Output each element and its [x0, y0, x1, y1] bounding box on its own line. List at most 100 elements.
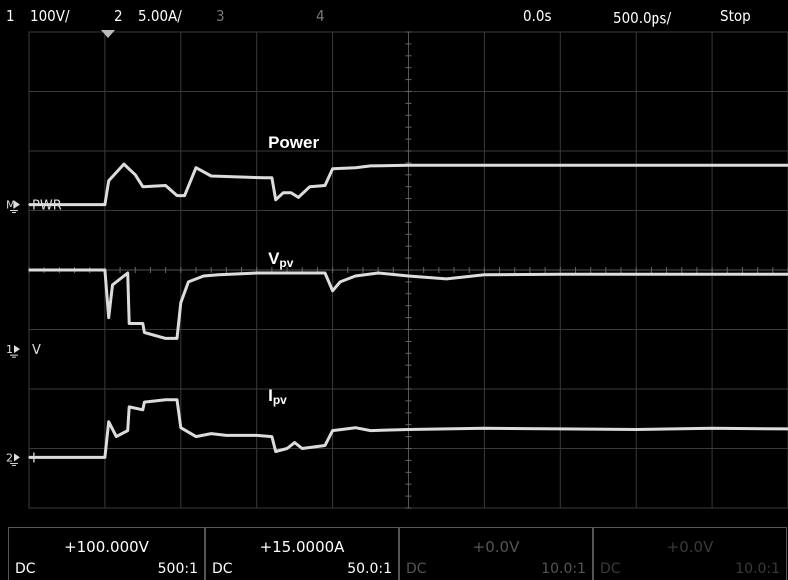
trace-point [286, 447, 288, 450]
trace-point [210, 175, 212, 177]
trace-point [301, 447, 304, 450]
ch3-coupling: DC [406, 561, 427, 577]
trace-point [126, 272, 129, 274]
waveform-traces [28, 162, 788, 459]
trace-point [559, 164, 562, 167]
ch2-probe: 50.0:1 [347, 561, 392, 577]
trace-point [369, 165, 372, 167]
trace-point [271, 435, 273, 438]
ch2-marker-arrow-icon [14, 453, 20, 462]
trace-label-subscript: pv [273, 393, 287, 407]
trace-point [354, 166, 357, 169]
trace-point [164, 398, 167, 401]
trace-point [483, 164, 486, 167]
trace-point [711, 164, 713, 167]
trace-point [263, 176, 266, 179]
trace-point [274, 198, 277, 201]
trace-point [369, 429, 372, 432]
trace-point [309, 185, 311, 188]
trace-label-text: V [268, 249, 280, 268]
trace-point [195, 166, 197, 169]
ch4-probe: 10.0:1 [735, 561, 780, 577]
trace-point [104, 269, 106, 271]
ch2-offset: +15.0000A [259, 538, 345, 556]
trace-point [407, 164, 410, 167]
trace-point [180, 426, 182, 429]
trace-point [255, 434, 258, 437]
trace-point [274, 450, 277, 453]
ch2-settings[interactable]: +15.0000A DC 50.0:1 [205, 527, 399, 580]
channel-settings-bar: +100.000V DC 500:1 +15.0000A DC 50.0:1 +… [0, 510, 788, 580]
waveform-display[interactable]: Power Vpv Ipv M PWR 1 V 2 I [0, 30, 788, 510]
trace-point [483, 273, 486, 276]
trace-point [635, 273, 637, 275]
math-marker-number: M [6, 199, 16, 212]
trace-label: Ipv [268, 386, 287, 407]
ch2-marker-label: I [32, 451, 36, 466]
trace-point [107, 316, 110, 319]
trace-i [29, 398, 788, 459]
trace-point [635, 428, 637, 431]
ch1-number[interactable]: 1 [6, 7, 15, 25]
channel-markers: M PWR 1 V 2 I [6, 199, 62, 467]
trace-label-text: I [268, 386, 273, 405]
trace-point [293, 441, 296, 444]
math-marker-arrow-icon [14, 200, 20, 209]
trace-point [559, 273, 562, 275]
trace-point [210, 432, 212, 435]
trace-point [180, 301, 182, 304]
math-marker-label: PWR [32, 199, 62, 214]
graticule-grid [28, 31, 788, 509]
ch3-offset: +0.0V [472, 538, 520, 556]
trace-point [107, 420, 110, 423]
trace-point [711, 273, 713, 275]
trace-point [324, 444, 326, 447]
trace-point [331, 168, 334, 170]
trace-point [297, 196, 300, 199]
trace-point [255, 272, 258, 274]
trace-point [331, 429, 334, 432]
ch4-settings[interactable]: +0.0V DC 10.0:1 [593, 527, 787, 580]
ch2-coupling: DC [212, 561, 233, 577]
ch3-settings[interactable]: +0.0V DC 10.0:1 [399, 527, 593, 580]
ch4-number[interactable]: 4 [316, 7, 325, 25]
ch1-scale[interactable]: 100V/ [30, 7, 70, 25]
trace-point [445, 278, 448, 280]
trace-point [126, 429, 129, 432]
trigger-position-icon[interactable] [101, 30, 115, 38]
trace-point [711, 427, 713, 430]
ch1-settings[interactable]: +100.000V DC 500:1 [8, 527, 205, 580]
ch3-number[interactable]: 3 [216, 7, 225, 25]
trace-point [324, 184, 326, 187]
trace-point [123, 163, 125, 165]
trace-point [202, 275, 205, 277]
trace-power [29, 162, 788, 207]
ch1-marker-label: V [32, 343, 41, 358]
trace-point [128, 322, 130, 325]
status-bar: 1 100V/ 2 5.00A/ 3 4 0.0s 500.0㎰/ Stop [0, 0, 788, 30]
trace-point [107, 179, 110, 182]
ch2-marker-number: 2 [6, 451, 13, 464]
trace-point [217, 273, 220, 276]
trace-point [28, 456, 30, 459]
run-state[interactable]: Stop [720, 7, 751, 25]
trace-point [142, 409, 144, 411]
trace-point [354, 275, 357, 277]
ch4-offset: +0.0V [666, 538, 714, 556]
trace-point [354, 426, 357, 429]
trace-point [176, 398, 178, 401]
trace-point [164, 184, 167, 187]
trace-point [143, 331, 146, 334]
trace-point [271, 176, 273, 179]
ch2-number[interactable]: 2 [114, 7, 123, 25]
trace-point [28, 203, 30, 206]
trace-point [339, 281, 341, 283]
trace-point [483, 427, 486, 430]
trace-label: Vpv [268, 249, 294, 270]
ch2-scale[interactable]: 5.00A/ [138, 7, 182, 25]
trace-point [115, 435, 118, 438]
horizontal-delay[interactable]: 0.0s [523, 7, 552, 25]
timebase[interactable]: 500.0㎰/ [613, 9, 672, 27]
trace-point [176, 194, 178, 197]
